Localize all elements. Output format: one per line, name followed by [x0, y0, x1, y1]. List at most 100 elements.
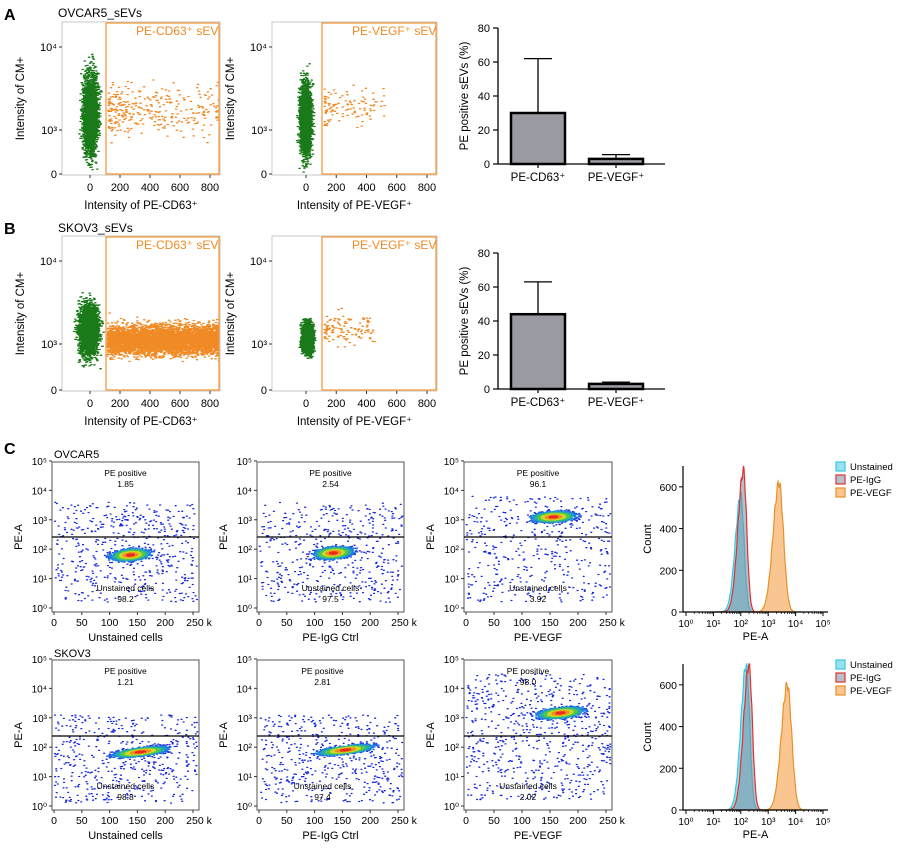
y-tick-label: 10³	[238, 714, 253, 725]
y-axis-label: PE positive sEVs (%)	[459, 267, 471, 376]
x-axis-label: Intensity of PE-CD63⁺	[84, 416, 197, 428]
x-tick-label: 150	[129, 617, 147, 629]
y-tick-label: 0	[671, 805, 677, 817]
y-tick-label: 10³	[445, 516, 460, 527]
category-label: PE-VEGF⁺	[588, 172, 645, 184]
y-axis-label: PE-A	[13, 524, 25, 550]
y-tick-label: 80	[478, 248, 490, 260]
density-dots	[134, 750, 147, 754]
x-tick-label: 10³	[761, 619, 776, 630]
x-tick-label: 800	[418, 398, 436, 410]
unstained-value: 97.5	[322, 594, 339, 604]
x-tick-label: 250 k	[186, 617, 212, 629]
x-tick-label: 150	[541, 617, 559, 629]
y-tick-label: 600	[659, 482, 677, 494]
y-tick-label: 10¹	[33, 575, 48, 586]
y-tick-label: 10⁴	[444, 486, 459, 497]
y-axis-label: PE-A	[425, 722, 437, 748]
panel-letter-b: B	[4, 221, 16, 238]
unstained-label: Unstained cells	[302, 583, 360, 593]
scatter-dots-layer	[53, 53, 612, 804]
pe-positive-label: PE positive	[507, 666, 550, 676]
scatter-dots-green	[295, 63, 316, 173]
scatter-points-C1-unstained	[53, 501, 199, 603]
y-axis-label: Count	[642, 722, 654, 751]
y-tick-label: 0	[671, 607, 677, 619]
y-axis-label: PE positive sEVs (%)	[459, 42, 471, 151]
y-tick-label: 0	[51, 169, 57, 181]
y-axis-label: PE-A	[218, 524, 230, 550]
y-tick-label: 400	[659, 524, 677, 536]
unstained-label: Unstained cells	[97, 583, 155, 593]
y-tick-label: 10⁰	[32, 802, 47, 813]
y-tick-label: 10⁴	[40, 256, 57, 268]
density-dots	[258, 501, 404, 603]
scatter-dots-green	[298, 317, 317, 360]
x-tick-label: 10³	[761, 817, 776, 828]
gate-label: PE-CD63⁺ sEV	[136, 24, 218, 38]
x-axis-label: PE-VEGF	[514, 632, 563, 644]
y-tick-label: 10²	[445, 545, 460, 556]
legend-swatch-unstained	[835, 461, 846, 472]
legend-swatch-unstained	[835, 659, 846, 670]
gate-rect	[105, 236, 220, 391]
legend-swatch-pe-igg	[835, 474, 846, 485]
x-tick-label: 10⁵	[815, 817, 830, 828]
x-tick-label: 0	[463, 815, 469, 827]
scatter-dots-green	[72, 292, 105, 370]
x-tick-label: 100	[101, 617, 119, 629]
scatter-points-C2-igg	[259, 714, 404, 804]
x-tick-label: 400	[141, 182, 159, 194]
y-tick-label: 10²	[33, 545, 48, 556]
x-tick-label: 50	[488, 815, 500, 827]
y-tick-label: 10⁰	[237, 802, 252, 813]
x-tick-label: 10²	[734, 817, 749, 828]
pe-positive-value: 96.1	[530, 479, 547, 489]
y-axis-label: Intensity of CM+	[225, 272, 237, 356]
scatter-dots-orange	[107, 79, 220, 144]
legend-swatch-pe-vegf	[835, 487, 846, 498]
density-dots	[53, 714, 199, 804]
y-tick-label: 10²	[33, 743, 48, 754]
gate-label: PE-CD63⁺ sEV	[136, 238, 218, 252]
x-tick-label: 800	[201, 398, 219, 410]
y-axis-label: Intensity of CM+	[225, 57, 237, 141]
y-axis-label: Count	[642, 524, 654, 553]
y-tick-label: 10²	[238, 743, 253, 754]
legend-label-pe-vegf: PE-VEGF	[850, 686, 892, 697]
y-tick-label: 10⁴	[237, 486, 252, 497]
panel-letter-c: C	[4, 441, 16, 458]
legend-label-pe-igg: PE-IgG	[850, 673, 881, 684]
y-tick-label: 10²	[445, 743, 460, 754]
histogram-pe-igg	[713, 465, 766, 613]
y-tick-label: 10³	[33, 516, 48, 527]
x-axis-label: PE-IgG Ctrl	[302, 830, 358, 842]
scatter-points-C2-vegf	[465, 673, 612, 801]
x-tick-label: 50	[76, 617, 88, 629]
y-tick-label: 10²	[238, 545, 253, 556]
scatter-points-A-scatter-vegf	[295, 63, 386, 173]
y-tick-label: 20	[478, 350, 490, 362]
y-tick-label: 10³	[445, 714, 460, 725]
y-tick-label: 10⁴	[444, 684, 459, 695]
gate-rect	[321, 22, 437, 175]
density-dots	[328, 551, 339, 555]
x-tick-label: 10⁵	[815, 619, 830, 630]
x-tick-label: 50	[281, 815, 293, 827]
x-tick-label: 250 k	[391, 815, 417, 827]
x-tick-label: 100	[306, 617, 324, 629]
y-tick-label: 40	[478, 316, 490, 328]
x-tick-label: 200	[156, 617, 174, 629]
pe-positive-value: 2.54	[322, 479, 339, 489]
scatter-points-C1-igg	[258, 501, 404, 603]
y-tick-label: 600	[659, 680, 677, 692]
x-tick-label: 10⁰	[678, 619, 693, 630]
y-tick-label: 10³	[251, 339, 267, 351]
unstained-value: 97.4	[314, 792, 331, 802]
x-axis-label: Unstained cells	[88, 632, 163, 644]
density-dots	[53, 501, 199, 603]
category-label: PE-CD63⁺	[511, 172, 566, 184]
y-axis-label: Intensity of CM+	[15, 57, 27, 141]
